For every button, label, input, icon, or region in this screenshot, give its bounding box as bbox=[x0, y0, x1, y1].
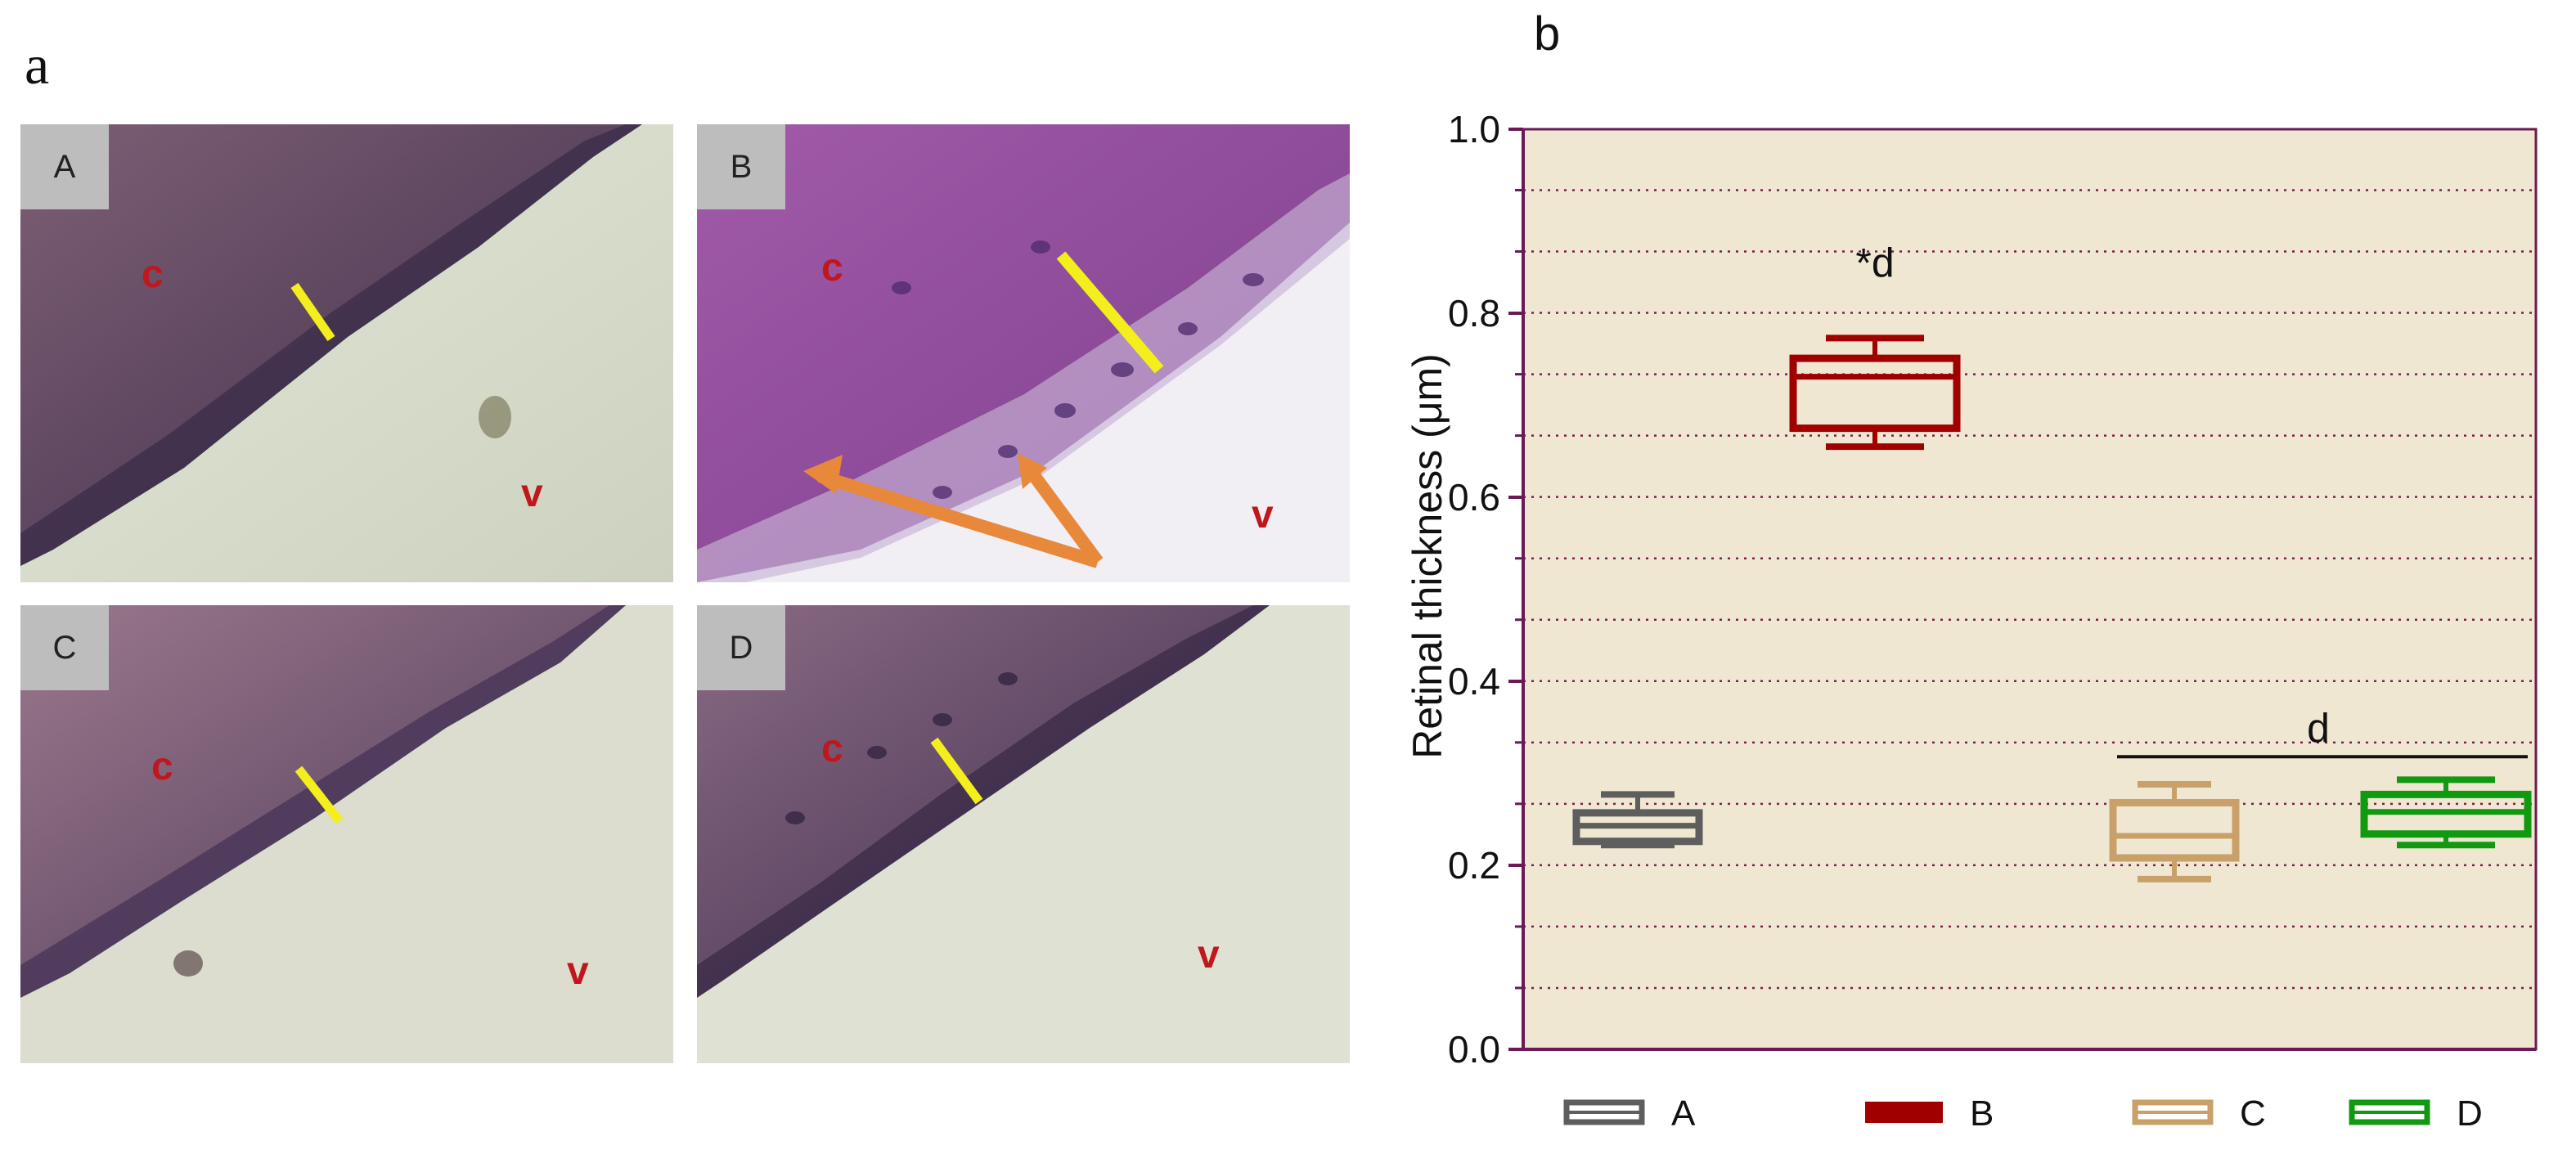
micrograph-tag: D bbox=[697, 605, 785, 690]
box-d bbox=[2360, 776, 2532, 849]
panel-b-letter: b bbox=[1534, 7, 1561, 61]
y-tick-label: 0.6 bbox=[1448, 476, 1500, 519]
micrograph-tag: A bbox=[20, 124, 109, 209]
significance-annotation: d bbox=[2307, 705, 2330, 751]
micrograph-a: A c v bbox=[20, 124, 673, 582]
legend-swatch bbox=[1865, 1102, 1943, 1123]
micrograph-d-image bbox=[697, 605, 1350, 1063]
cornea-label: c bbox=[821, 727, 843, 770]
vitreous-label: v bbox=[521, 472, 543, 515]
vitreous-label: v bbox=[1198, 933, 1220, 977]
y-tick-label: 0.4 bbox=[1448, 660, 1500, 703]
legend-label: A bbox=[1671, 1093, 1696, 1134]
cornea-label: c bbox=[821, 246, 843, 290]
legend-label: C bbox=[2240, 1093, 2266, 1134]
box-a bbox=[1572, 791, 1703, 849]
plot-background bbox=[1522, 128, 2538, 1051]
y-tick-label: 0.2 bbox=[1448, 844, 1500, 887]
micrograph-a-image bbox=[20, 124, 673, 582]
micrograph-c-image bbox=[20, 605, 673, 1063]
y-tick-label: 0.8 bbox=[1448, 292, 1500, 335]
box-plot-chart: 0.0 0.2 0.4 0.6 0.8 1.0 *d d A B C D Retinal thickn… bbox=[1405, 108, 2538, 1134]
box-b bbox=[1789, 335, 1961, 451]
micrograph-d: D c v bbox=[697, 605, 1350, 1063]
y-tick-label: 0.0 bbox=[1448, 1028, 1500, 1071]
plot-area: 0.0 0.2 0.4 0.6 0.8 1.0 *d d A B C D bbox=[1448, 108, 2538, 1134]
micrograph-tag: C bbox=[20, 605, 109, 690]
legend-label: B bbox=[1970, 1093, 1994, 1134]
significance-annotation: *d bbox=[1855, 240, 1894, 285]
micrograph-b: B c v bbox=[697, 124, 1350, 582]
box-body bbox=[1789, 354, 1961, 433]
vitreous-label: v bbox=[1252, 493, 1274, 537]
y-axis-label: Retinal thickness (μm) bbox=[1405, 353, 1450, 759]
cornea-label: c bbox=[142, 253, 164, 296]
box-c bbox=[2109, 781, 2240, 882]
legend-item-a: A bbox=[1563, 1093, 1696, 1134]
micrograph-c: C c v bbox=[20, 605, 673, 1063]
legend-item-d: D bbox=[2349, 1093, 2483, 1134]
micrograph-tag: B bbox=[697, 124, 785, 209]
y-tick-label: 1.0 bbox=[1448, 108, 1500, 150]
legend-item-c: C bbox=[2132, 1093, 2266, 1134]
panel-a-letter: a bbox=[25, 34, 50, 96]
legend-label: D bbox=[2457, 1093, 2483, 1134]
box-body bbox=[2109, 799, 2240, 862]
micrograph-b-image bbox=[697, 124, 1350, 582]
cornea-label: c bbox=[151, 745, 173, 788]
legend-item-b: B bbox=[1865, 1093, 1994, 1134]
vitreous-label: v bbox=[567, 950, 589, 993]
